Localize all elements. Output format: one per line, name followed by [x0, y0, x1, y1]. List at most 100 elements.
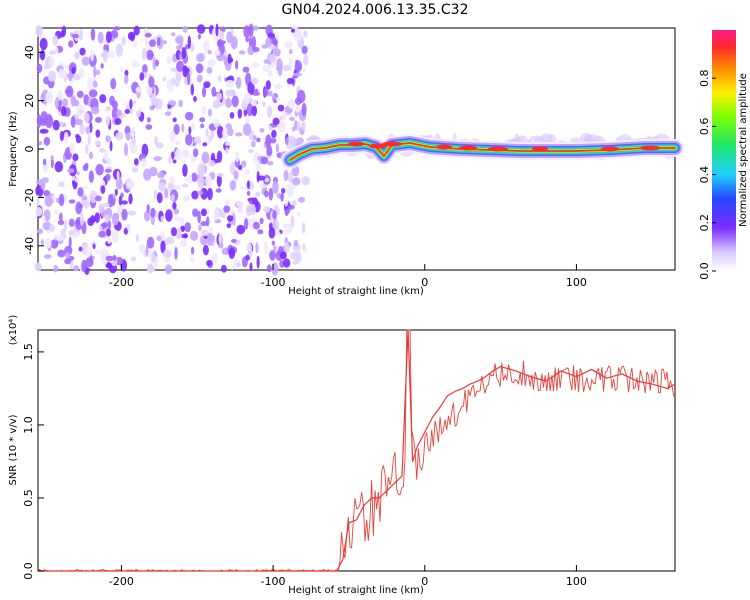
heatmap-noise-blob [207, 187, 213, 201]
heatmap-noise-blob [190, 246, 195, 255]
heatmap-noise-blob [62, 98, 68, 107]
heatmap-noise-blob [107, 219, 111, 231]
heatmap-noise-blob [111, 100, 118, 109]
heatmap-noise-blob [202, 244, 209, 256]
heatmap-noise-blob [143, 168, 152, 181]
heatmap-noise-blob [129, 98, 133, 110]
heatmap-noise-blob [155, 142, 164, 149]
heatmap-noise-blob [133, 158, 139, 166]
heatmap-noise-blob [246, 242, 252, 252]
heatmap-noise-blob [39, 37, 48, 51]
heatmap-noise-blob [192, 148, 199, 158]
heatmap-noise-blob [291, 126, 296, 132]
heatmap-noise-blob [144, 32, 152, 38]
heatmap-noise-blob [116, 203, 124, 216]
heatmap-noise-blob [280, 193, 284, 202]
heatmap-noise-blob [213, 118, 220, 128]
heatmap-noise-blob [216, 125, 224, 139]
heatmap-noise-blob [95, 129, 101, 138]
heatmap-noise-blob [197, 210, 201, 224]
heatmap-noise-blob [164, 111, 172, 117]
heatmap-noise-blob [112, 26, 121, 31]
heatmap-noise-blob [58, 193, 65, 207]
heatmap-noise-blob [81, 56, 90, 66]
bottom-y-tick-label: 0.5 [22, 489, 35, 507]
heatmap-noise-blob [289, 116, 295, 121]
heatmap-noise-blob [277, 104, 285, 112]
heatmap-noise-blob [78, 66, 85, 78]
heatmap-noise-blob [84, 247, 93, 258]
bottom-x-tick-label: 100 [566, 575, 587, 588]
heatmap-noise-blob [111, 106, 119, 121]
heatmap-noise-blob [150, 207, 156, 218]
heatmap-noise-blob [133, 39, 138, 48]
heatmap-noise-blob [217, 75, 222, 82]
heatmap-noise-blob [72, 153, 79, 162]
heatmap-noise-blob [87, 77, 94, 91]
heatmap-noise-blob [74, 118, 83, 126]
heatmap-noise-blob [268, 53, 277, 63]
heatmap-noise-blob [231, 238, 237, 243]
heatmap-noise-blob [119, 66, 124, 73]
heatmap-noise-blob [229, 179, 237, 191]
top-y-axis-label: Frequency (Hz) [8, 111, 19, 187]
heatmap-noise-blob [269, 137, 277, 144]
heatmap-noise-blob [118, 195, 123, 206]
heatmap-noise-blob [158, 181, 166, 192]
bottom-x-tick-label: 0 [421, 575, 428, 588]
heatmap-noise-blob [148, 76, 155, 88]
heatmap-noise-blob [92, 243, 96, 250]
heatmap-noise-blob [74, 51, 80, 60]
heatmap-noise-blob [259, 217, 264, 225]
heatmap-noise-blob [167, 181, 175, 193]
heatmap-noise-blob [36, 63, 43, 73]
heatmap-noise-blob [130, 256, 137, 262]
heatmap-noise-blob [40, 128, 49, 134]
heatmap-noise-blob [195, 63, 204, 74]
heatmap-noise-blob [105, 106, 112, 112]
heatmap-noise-blob [243, 92, 252, 104]
heatmap-noise-blob [257, 156, 262, 161]
heatmap-noise-blob [175, 227, 183, 240]
heatmap-noise-blob [47, 70, 57, 82]
heatmap-noise-blob [251, 77, 259, 85]
heatmap-noise-blob [174, 216, 182, 222]
heatmap-noise-blob [49, 224, 56, 232]
heatmap-noise-blob [42, 221, 52, 231]
heatmap-noise-blob [57, 219, 65, 226]
heatmap-noise-blob [250, 140, 256, 148]
heatmap-noise-blob [163, 249, 172, 259]
heatmap-noise-blob [153, 189, 158, 200]
heatmap-noise-blob [293, 72, 302, 77]
heatmap-noise-blob [268, 187, 274, 201]
heatmap-noise-blob [271, 94, 277, 100]
heatmap-noise-blob [288, 48, 293, 55]
heatmap-noise-blob [166, 56, 172, 65]
heatmap-noise-blob [170, 227, 177, 237]
heatmap-noise-blob [290, 28, 295, 33]
heatmap-noise-blob [129, 33, 135, 42]
heatmap-noise-blob [153, 156, 162, 162]
heatmap-noise-blob [52, 119, 60, 131]
heatmap-noise-blob [252, 61, 260, 69]
heatmap-noise-blob [100, 62, 104, 69]
colorbar-tick-label: 0.8 [698, 69, 711, 87]
heatmap-noise-blob [90, 48, 95, 62]
heatmap-noise-blob [275, 143, 280, 153]
heatmap-noise-blob [225, 147, 229, 155]
heatmap-noise-blob [278, 121, 286, 133]
heatmap-noise-blob [225, 198, 231, 207]
heatmap-noise-blob [284, 41, 293, 49]
heatmap-noise-blob [128, 193, 133, 205]
heatmap-noise-blob [236, 262, 241, 268]
bottom-y-tick-label: 1.5 [22, 343, 35, 361]
heatmap-noise-blob [223, 205, 231, 213]
heatmap-noise-blob [208, 159, 216, 167]
heatmap-noise-blob [287, 98, 296, 109]
heatmap-noise-blob [102, 49, 108, 63]
heatmap-noise-blob [135, 110, 142, 118]
heatmap-noise-blob [92, 81, 98, 88]
heatmap-noise-blob [252, 151, 261, 165]
heatmap-noise-blob [180, 238, 188, 248]
heatmap-noise-blob [35, 206, 43, 217]
